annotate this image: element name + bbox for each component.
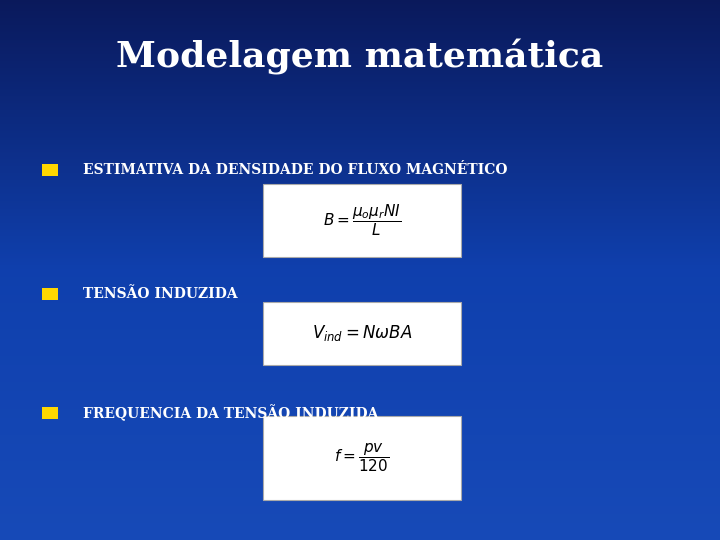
Text: $V_{ind} = N\omega BA$: $V_{ind} = N\omega BA$ <box>312 323 412 343</box>
FancyBboxPatch shape <box>42 164 58 176</box>
FancyBboxPatch shape <box>42 407 58 419</box>
FancyBboxPatch shape <box>263 184 461 256</box>
Text: $B = \dfrac{\mu_o \mu_r NI}{L}$: $B = \dfrac{\mu_o \mu_r NI}{L}$ <box>323 202 401 238</box>
Text: TENSÃO INDUZIDA: TENSÃO INDUZIDA <box>83 287 238 301</box>
FancyBboxPatch shape <box>42 288 58 300</box>
Text: Modelagem matemática: Modelagem matemática <box>117 39 603 75</box>
Text: ESTIMATIVA DA DENSIDADE DO FLUXO MAGNÉTICO: ESTIMATIVA DA DENSIDADE DO FLUXO MAGNÉTI… <box>83 163 508 177</box>
Text: $f = \dfrac{pv}{120}$: $f = \dfrac{pv}{120}$ <box>334 441 390 474</box>
FancyBboxPatch shape <box>263 302 461 364</box>
Text: FREQUENCIA DA TENSÃO INDUZIDA: FREQUENCIA DA TENSÃO INDUZIDA <box>83 404 378 422</box>
FancyBboxPatch shape <box>263 416 461 500</box>
